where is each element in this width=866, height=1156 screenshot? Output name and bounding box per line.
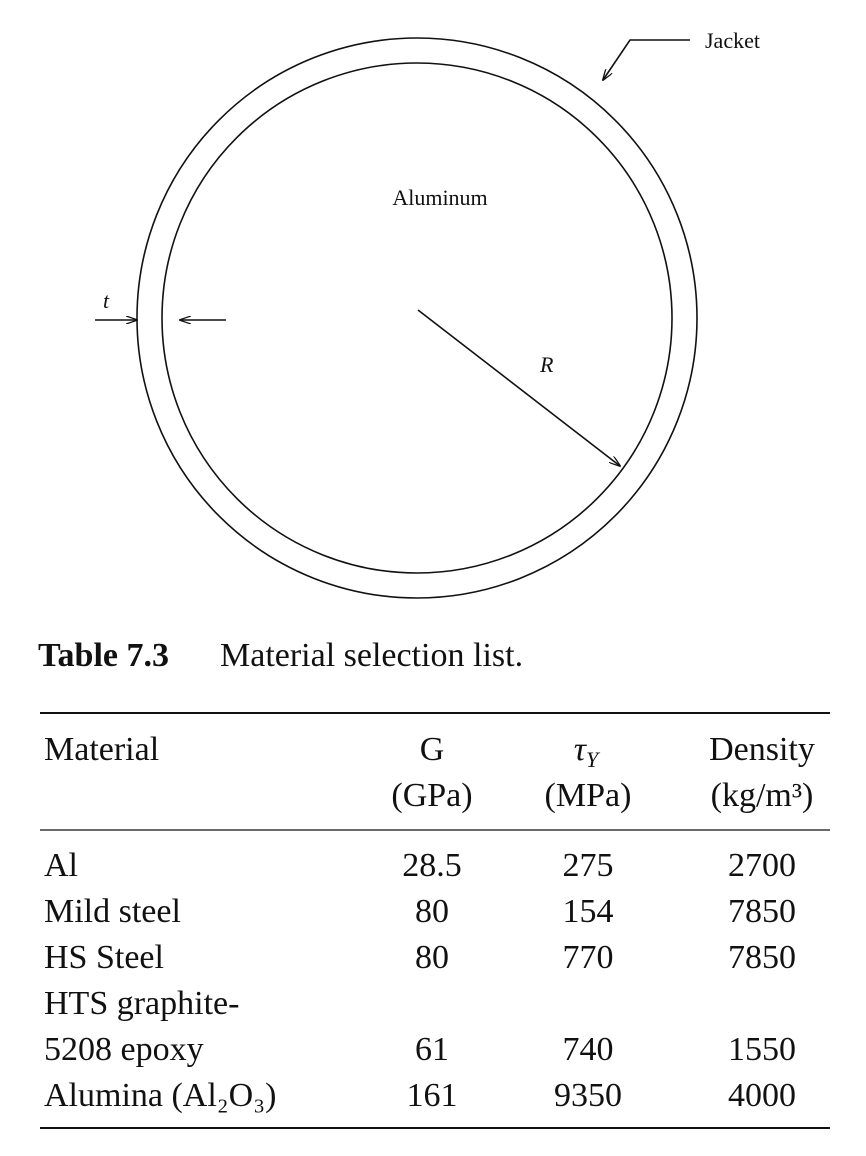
radius-label: R: [539, 352, 554, 377]
column-header: τY: [574, 731, 601, 772]
material-cell: HS Steel: [44, 939, 164, 976]
value-cell: 28.5: [402, 847, 462, 884]
column-header: G: [420, 731, 445, 768]
value-cell: 2700: [728, 847, 796, 884]
table-body: Al 28.5 275 2700 Mild steel 80 154 7850 HS Steel…: [44, 847, 796, 1114]
material-cell: Al: [44, 847, 78, 884]
symbol: τ: [574, 731, 588, 768]
value-cell: 4000: [728, 1077, 796, 1114]
column-unit: (MPa): [545, 777, 632, 814]
column-header: Density: [709, 731, 815, 768]
value-cell: 740: [563, 1031, 614, 1068]
radius-arrow: [417, 309, 620, 466]
column-header: Material: [44, 731, 159, 768]
table-label: Table 7.3: [38, 637, 169, 674]
value-cell: 61: [415, 1031, 449, 1068]
value-cell: 1550: [728, 1031, 796, 1068]
rules: [40, 712, 830, 1129]
jacket-circle: [136, 37, 698, 599]
value-cell: 7850: [728, 939, 796, 976]
material-cell: 5208 epoxy: [44, 1031, 204, 1068]
core-label: Aluminum: [392, 185, 487, 210]
material-cell: Mild steel: [44, 893, 181, 930]
column-unit: (GPa): [391, 777, 472, 814]
thickness-label: t: [103, 288, 110, 313]
column-unit: (kg/m³): [711, 777, 814, 814]
jacket-leader: [603, 39, 690, 80]
value-cell: 9350: [554, 1077, 622, 1114]
core-circle: [161, 62, 673, 574]
value-cell: 7850: [728, 893, 796, 930]
value-cell: 275: [563, 847, 614, 884]
value-cell: 770: [563, 939, 614, 976]
table-caption: Material selection list.: [220, 637, 523, 674]
material-cell: Alumina (Al₂O₃): [44, 1077, 276, 1114]
value-cell: 154: [563, 893, 614, 930]
figure: [95, 37, 698, 599]
value-cell: 80: [415, 893, 449, 930]
subscript: Y: [586, 747, 601, 772]
material-cell: HTS graphite-: [44, 985, 239, 1022]
value-cell: 80: [415, 939, 449, 976]
jacket-label: Jacket: [705, 28, 760, 53]
value-cell: 161: [407, 1077, 458, 1114]
